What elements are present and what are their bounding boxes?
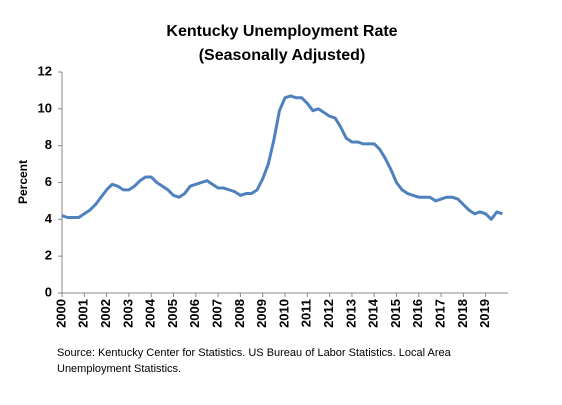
x-tick-label: 2013 [343,299,358,328]
data-line [61,94,503,221]
y-axis-label: Percent [16,160,30,204]
x-tick-label: 2018 [455,299,470,328]
x-tick-label: 2002 [98,299,113,328]
x-tick-label: 2009 [254,299,269,328]
x-tick-label: 2012 [321,299,336,328]
x-tick-label: 2004 [143,298,158,328]
x-tick-label: 2008 [232,299,247,328]
y-tick-label: 4 [45,211,53,226]
y-tick-label: 2 [45,248,52,263]
chart: Kentucky Unemployment Rate (Seasonally A… [16,23,508,328]
x-tick-label: 2015 [388,299,403,328]
x-tick-label: 2006 [187,299,202,328]
x-tick-label: 2001 [76,299,91,328]
x-tick-label: 2007 [210,299,225,328]
x-tick-label: 2003 [120,299,135,328]
x-tick-label: 2000 [53,299,68,328]
y-tick-label: 0 [45,284,52,299]
x-tick-label: 2017 [433,299,448,328]
x-tick-label: 2014 [366,298,381,328]
x-tick-label: 2005 [165,299,180,328]
x-tick-label: 2016 [410,299,425,328]
chart-subtitle: (Seasonally Adjusted) [199,47,366,64]
y-tick-label: 6 [45,174,52,189]
x-tick-label: 2010 [276,299,291,328]
y-tick-label: 12 [38,63,52,78]
x-tick-label: 2011 [299,299,314,327]
chart-title: Kentucky Unemployment Rate [166,23,397,40]
y-tick-label: 8 [45,137,52,152]
source-note: Source: Kentucky Center for Statistics. … [57,347,451,375]
x-tick-label: 2019 [477,299,492,328]
y-tick-label: 10 [38,100,52,115]
